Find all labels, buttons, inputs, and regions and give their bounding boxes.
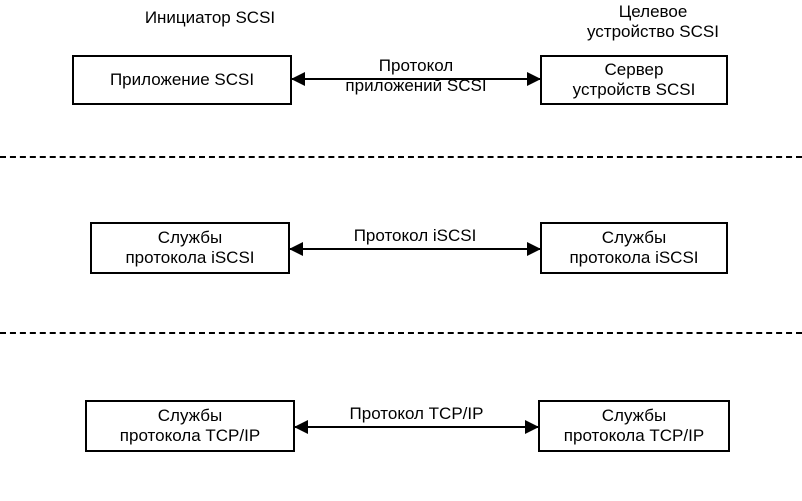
box-iscsi-right-text: Службы протокола iSCSI bbox=[569, 228, 698, 269]
header-target-line1: Целевое bbox=[619, 2, 688, 21]
box-tcpip-left-l1: Службы bbox=[158, 406, 222, 425]
arrow-scsi-line bbox=[292, 78, 540, 80]
box-scsi-server-text: Сервер устройств SCSI bbox=[573, 60, 696, 101]
header-target: Целевое устройство SCSI bbox=[548, 2, 758, 43]
arrow-scsi: Протокол приложений SCSI bbox=[292, 56, 540, 99]
box-tcpip-right-l1: Службы bbox=[602, 406, 666, 425]
box-scsi-server: Сервер устройств SCSI bbox=[540, 55, 728, 105]
box-iscsi-right: Службы протокола iSCSI bbox=[540, 222, 728, 274]
arrow-iscsi-l1: Протокол iSCSI bbox=[354, 226, 477, 245]
box-scsi-app: Приложение SCSI bbox=[72, 55, 292, 105]
box-tcpip-right-text: Службы протокола TCP/IP bbox=[564, 406, 704, 447]
arrow-iscsi: Протокол iSCSI bbox=[290, 226, 540, 250]
header-initiator: Инициатор SCSI bbox=[115, 8, 305, 28]
box-scsi-app-text: Приложение SCSI bbox=[110, 70, 254, 90]
box-tcpip-left: Службы протокола TCP/IP bbox=[85, 400, 295, 452]
divider-1 bbox=[0, 156, 802, 158]
arrow-tcpip-label: Протокол TCP/IP bbox=[350, 404, 484, 424]
arrow-tcpip-l1: Протокол TCP/IP bbox=[350, 404, 484, 423]
arrow-iscsi-label: Протокол iSCSI bbox=[354, 226, 477, 246]
divider-2 bbox=[0, 332, 802, 334]
box-tcpip-right-l2: протокола TCP/IP bbox=[564, 426, 704, 445]
box-iscsi-left: Службы протокола iSCSI bbox=[90, 222, 290, 274]
arrow-scsi-l1: Протокол bbox=[379, 56, 453, 75]
header-initiator-text: Инициатор SCSI bbox=[145, 8, 275, 27]
box-iscsi-left-text: Службы протокола iSCSI bbox=[125, 228, 254, 269]
arrow-tcpip: Протокол TCP/IP bbox=[295, 404, 538, 428]
box-iscsi-right-l1: Службы bbox=[602, 228, 666, 247]
box-scsi-server-l1: Сервер bbox=[605, 60, 664, 79]
arrow-scsi-label: Протокол приложений SCSI bbox=[345, 56, 486, 97]
box-tcpip-right: Службы протокола TCP/IP bbox=[538, 400, 730, 452]
arrow-iscsi-line bbox=[290, 248, 540, 250]
box-tcpip-left-l2: протокола TCP/IP bbox=[120, 426, 260, 445]
box-iscsi-left-l1: Службы bbox=[158, 228, 222, 247]
header-target-line2: устройство SCSI bbox=[587, 22, 719, 41]
arrow-tcpip-line bbox=[295, 426, 538, 428]
box-iscsi-left-l2: протокола iSCSI bbox=[125, 248, 254, 267]
box-tcpip-left-text: Службы протокола TCP/IP bbox=[120, 406, 260, 447]
box-iscsi-right-l2: протокола iSCSI bbox=[569, 248, 698, 267]
box-scsi-server-l2: устройств SCSI bbox=[573, 80, 696, 99]
